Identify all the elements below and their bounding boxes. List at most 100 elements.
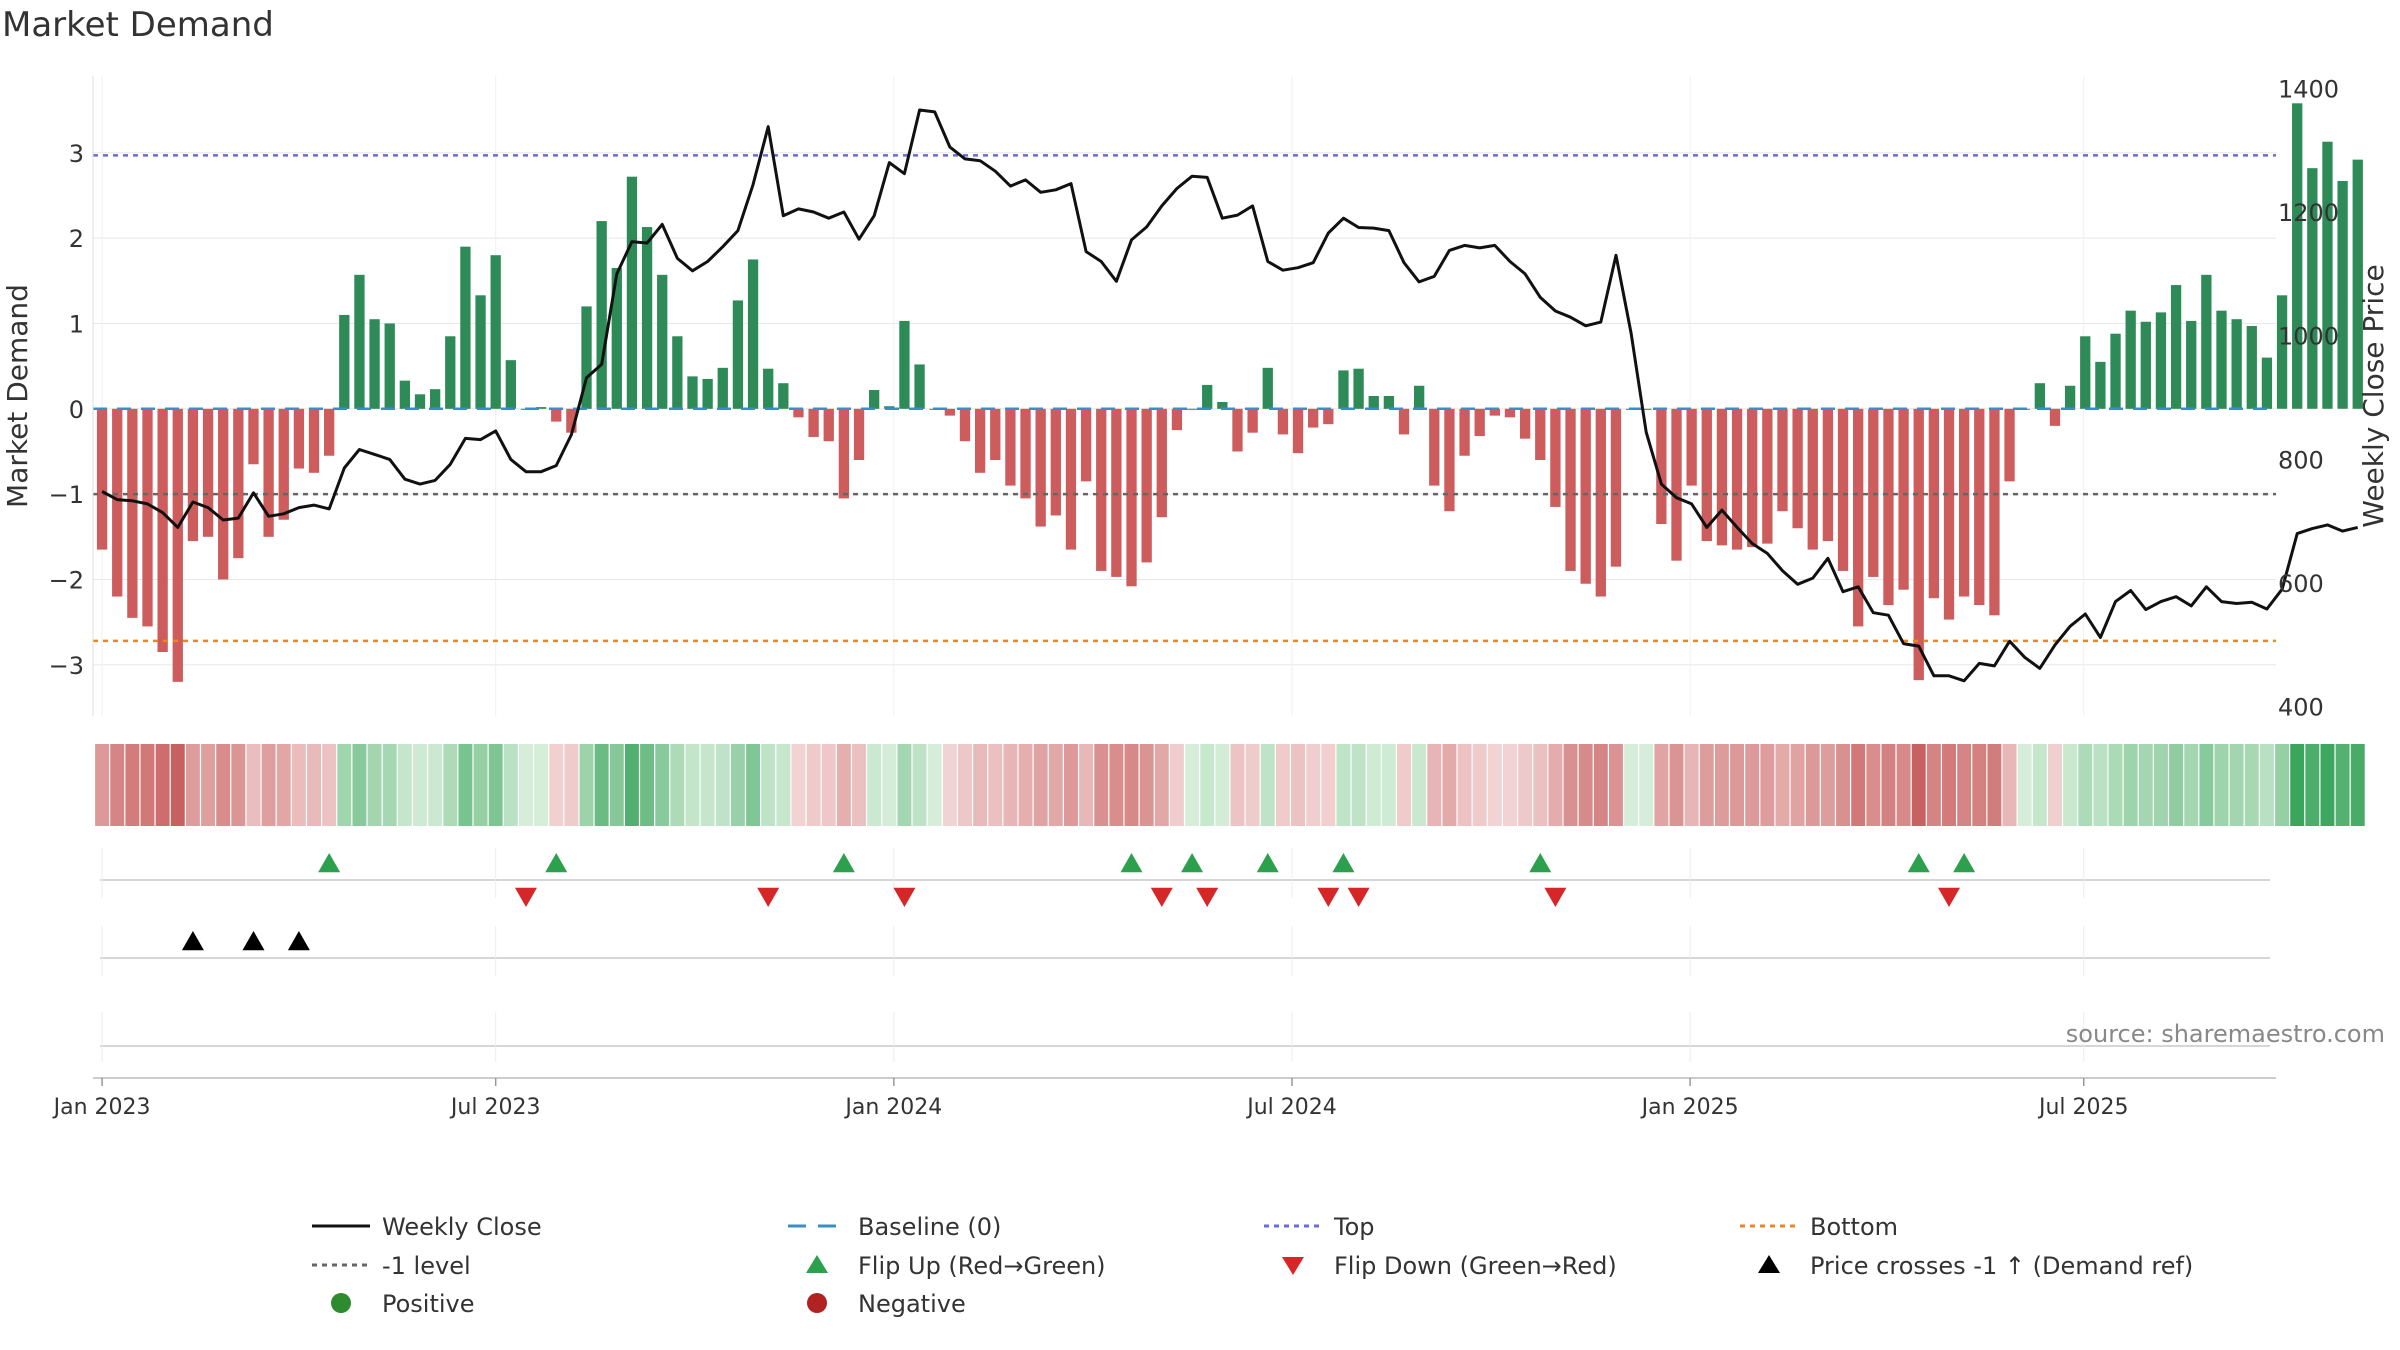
demand-bar — [596, 221, 607, 409]
demand-bar — [1126, 408, 1137, 587]
state-cell — [1381, 744, 1396, 826]
demand-bar — [657, 274, 668, 409]
y2-tick-label: 400 — [2278, 694, 2324, 722]
state-cell — [1079, 744, 1094, 826]
legend-label: -1 level — [382, 1252, 471, 1280]
demand-bar — [1671, 408, 1682, 561]
state-cell — [1911, 744, 1926, 826]
state-cell — [746, 744, 761, 826]
state-cell — [246, 744, 261, 826]
demand-bar — [1928, 408, 1940, 599]
demand-bar — [1111, 408, 1122, 577]
state-cell — [882, 744, 897, 826]
demand-bar — [233, 408, 244, 559]
legend-swatch — [806, 1255, 828, 1273]
demand-bar — [1156, 408, 1167, 518]
demand-bar — [626, 176, 638, 409]
demand-bar — [687, 376, 698, 409]
flip-up-marker — [1120, 853, 1143, 873]
flip-down-marker — [1196, 887, 1219, 907]
demand-bar — [414, 394, 426, 409]
demand-bar — [990, 408, 1001, 460]
flip-up-marker — [1529, 853, 1552, 873]
state-cell — [473, 744, 488, 826]
state-cell — [155, 744, 170, 826]
demand-bar — [2352, 159, 2363, 409]
demand-bar — [884, 406, 895, 409]
demand-bar — [1504, 408, 1516, 418]
state-cell — [397, 744, 412, 826]
state-cell — [216, 744, 231, 826]
state-cell — [534, 744, 549, 826]
x-tick-label: Jul 2023 — [449, 1095, 541, 1120]
y-tick-label: −1 — [49, 481, 84, 509]
y2-tick-label: 800 — [2278, 446, 2324, 474]
weekly-close-polyline — [101, 108, 2359, 683]
demand-bar — [974, 408, 986, 473]
demand-bar — [1868, 408, 1879, 577]
demand-bar — [778, 383, 789, 409]
state-cell — [1412, 744, 1427, 826]
state-cell — [185, 744, 200, 826]
demand-bar — [2034, 383, 2045, 409]
y2-tick-label: 1400 — [2278, 75, 2339, 103]
legend-swatch — [807, 1293, 827, 1313]
demand-bar — [944, 408, 955, 416]
state-cell — [1957, 744, 1972, 826]
demand-bar — [1459, 408, 1470, 456]
state-cell — [1063, 744, 1078, 826]
demand-bar — [1701, 408, 1712, 542]
state-cell — [110, 744, 125, 826]
demand-bar — [2276, 295, 2288, 409]
state-cell — [1472, 744, 1487, 826]
state-cell — [2320, 744, 2335, 826]
state-cell — [1790, 744, 1805, 826]
demand-bar — [1943, 408, 1955, 620]
state-cell — [2350, 744, 2365, 826]
state-cell — [700, 744, 715, 826]
demand-bar — [2246, 326, 2257, 409]
state-cell — [307, 744, 321, 826]
state-cell — [2214, 744, 2229, 826]
demand-bar — [1444, 408, 1455, 512]
state-cell — [1275, 744, 1290, 826]
state-cell — [2169, 744, 2184, 826]
demand-bar — [1262, 367, 1273, 409]
state-cell — [1714, 744, 1729, 826]
demand-bar — [566, 408, 577, 433]
demand-bar — [1898, 408, 1909, 590]
state-cell — [1593, 744, 1608, 826]
flip-up-marker — [1256, 853, 1279, 873]
x-tick-label: Jan 2023 — [52, 1095, 151, 1120]
state-cell — [1654, 744, 1669, 826]
demand-bar — [1398, 408, 1410, 435]
demand-bar — [1519, 408, 1531, 439]
state-cell — [1608, 744, 1623, 826]
state-cell — [2123, 744, 2138, 826]
state-cell — [201, 744, 216, 826]
demand-bar — [1096, 408, 1107, 571]
state-cell — [1533, 744, 1548, 826]
legend-label: Bottom — [1810, 1213, 1898, 1241]
demand-bar — [202, 408, 214, 537]
flip-down-marker — [1150, 887, 1173, 907]
flip-up-marker — [1907, 853, 1930, 873]
demand-bar — [505, 360, 516, 409]
demand-bar — [823, 408, 834, 442]
chart-title: Market Demand — [2, 5, 274, 45]
demand-bar — [1822, 408, 1834, 542]
demand-bar — [1247, 408, 1258, 433]
demand-bar — [308, 408, 320, 473]
state-cell — [2305, 744, 2320, 826]
state-cell — [640, 744, 655, 826]
demand-bar — [1883, 408, 1894, 606]
demand-bar — [1747, 408, 1758, 548]
demand-bar — [763, 368, 774, 409]
state-cell — [1291, 744, 1306, 826]
price-cross-marker — [287, 931, 310, 951]
demand-bar — [1217, 401, 1228, 409]
state-cell — [897, 744, 912, 826]
legend-label: Top — [1333, 1213, 1375, 1241]
state-cell — [1336, 744, 1351, 826]
state-cell — [1487, 744, 1502, 826]
